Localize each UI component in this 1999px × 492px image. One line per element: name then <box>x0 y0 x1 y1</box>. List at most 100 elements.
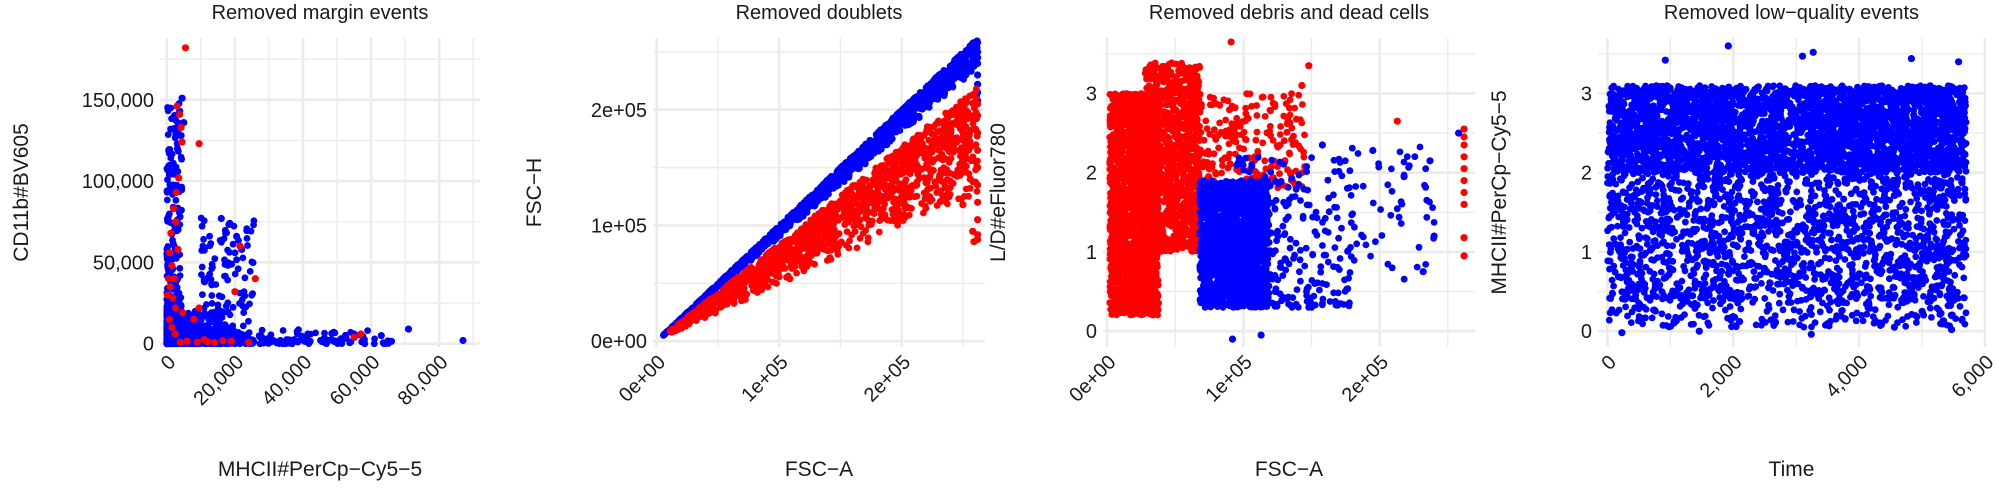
data-point <box>974 147 981 154</box>
data-point <box>201 310 208 317</box>
data-point <box>223 303 230 310</box>
data-point <box>166 316 173 323</box>
data-point <box>940 69 947 76</box>
data-point <box>739 273 746 280</box>
data-point <box>953 170 960 177</box>
data-point <box>167 283 174 290</box>
data-point <box>242 274 249 281</box>
data-point <box>804 198 811 205</box>
data-point <box>966 48 973 55</box>
data-point <box>924 155 931 162</box>
data-point <box>330 329 337 336</box>
data-point <box>963 97 970 104</box>
data-point <box>678 319 685 326</box>
data-point <box>779 245 786 252</box>
data-point <box>898 118 905 125</box>
data-point <box>792 232 799 239</box>
data-point <box>196 140 203 147</box>
data-point <box>902 189 909 196</box>
y-tick-label: 150,000 <box>82 90 154 112</box>
data-point <box>252 275 259 282</box>
data-point <box>922 203 929 210</box>
data-point <box>238 335 245 342</box>
data-point <box>939 157 946 164</box>
data-point <box>882 214 889 221</box>
data-point <box>378 332 385 339</box>
data-point <box>250 222 257 229</box>
data-point <box>164 291 171 298</box>
data-point <box>974 216 981 223</box>
data-point <box>164 256 171 263</box>
data-point <box>820 207 827 214</box>
data-point <box>959 201 966 208</box>
data-point <box>835 217 842 224</box>
data-point <box>698 313 705 320</box>
y-tick-label: 2e+05 <box>591 100 647 122</box>
data-point <box>799 261 806 268</box>
data-point <box>876 191 883 198</box>
data-point <box>172 117 179 124</box>
data-point <box>729 268 736 275</box>
data-point <box>822 227 829 234</box>
data-point <box>899 145 906 152</box>
x-tick-label: 0 <box>157 351 180 374</box>
x-tick-label: 20,000 <box>190 351 249 410</box>
data-point <box>165 275 172 282</box>
data-point <box>879 168 886 175</box>
data-point <box>876 128 883 135</box>
data-point <box>175 319 182 326</box>
data-point <box>706 310 713 317</box>
data-point <box>953 104 960 111</box>
data-point <box>934 202 941 209</box>
data-point <box>785 216 792 223</box>
data-point <box>892 204 899 211</box>
data-point <box>926 147 933 154</box>
data-point <box>170 240 177 247</box>
data-point <box>880 205 887 212</box>
data-point <box>871 139 878 146</box>
data-point <box>211 339 218 346</box>
data-point <box>165 339 172 346</box>
data-point <box>184 338 191 345</box>
data-point <box>759 246 766 253</box>
data-point <box>208 309 215 316</box>
data-point <box>851 214 858 221</box>
data-point <box>206 233 213 240</box>
data-point <box>178 154 185 161</box>
data-point <box>686 316 693 323</box>
data-point <box>170 160 177 167</box>
data-point <box>847 187 854 194</box>
data-point <box>955 57 962 64</box>
data-point <box>172 218 179 225</box>
y-tick-label: 50,000 <box>93 252 154 274</box>
panel-1: Removed margin events050,000100,000150,0… <box>10 2 480 481</box>
data-point <box>209 261 216 268</box>
data-point <box>168 324 175 331</box>
data-point <box>758 286 765 293</box>
data-point <box>697 304 704 311</box>
data-point <box>371 340 378 347</box>
data-point <box>459 337 466 344</box>
data-point <box>811 246 818 253</box>
data-point <box>270 337 277 344</box>
data-point <box>826 255 833 262</box>
data-point <box>298 333 305 340</box>
data-point <box>280 327 287 334</box>
chart-title: Removed margin events <box>212 2 429 24</box>
data-point <box>173 189 180 196</box>
data-point <box>957 136 964 143</box>
data-point <box>882 176 889 183</box>
data-point <box>774 266 781 273</box>
data-point <box>974 199 981 206</box>
data-point <box>780 221 787 228</box>
data-point <box>860 230 867 237</box>
data-point <box>207 240 214 247</box>
data-point <box>169 151 176 158</box>
data-point <box>245 318 252 325</box>
data-point <box>228 261 235 268</box>
data-point <box>250 259 257 266</box>
data-point <box>231 288 238 295</box>
data-point <box>199 291 206 298</box>
data-point <box>164 215 171 222</box>
